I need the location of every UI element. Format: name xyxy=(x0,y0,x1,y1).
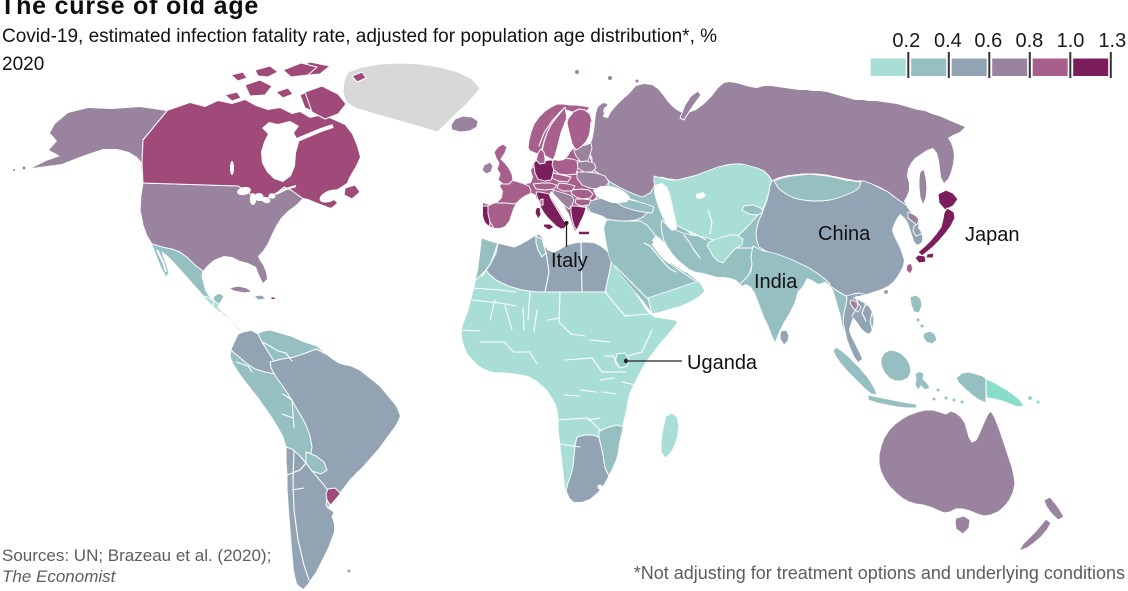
svg-text:0.4: 0.4 xyxy=(934,30,962,52)
svg-text:Uganda: Uganda xyxy=(687,352,758,374)
svg-text:Italy: Italy xyxy=(551,250,588,272)
svg-text:1.0: 1.0 xyxy=(1057,30,1085,52)
svg-text:0.2: 0.2 xyxy=(892,30,920,52)
svg-text:0.6: 0.6 xyxy=(974,30,1002,52)
svg-text:0.8: 0.8 xyxy=(1015,30,1043,52)
svg-text:1.3: 1.3 xyxy=(1098,30,1126,52)
svg-text:India: India xyxy=(754,271,798,293)
svg-text:Japan: Japan xyxy=(965,224,1020,246)
svg-text:China: China xyxy=(818,223,871,245)
